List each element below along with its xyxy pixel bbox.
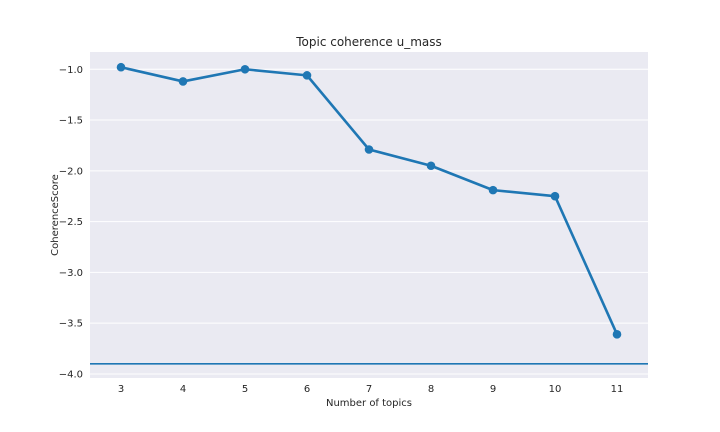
data-point (550, 191, 560, 201)
y-tick-label: −3.5 (59, 319, 83, 330)
x-tick-label: 8 (428, 384, 434, 395)
y-tick-label: −1.5 (59, 116, 83, 127)
x-tick-label: 6 (304, 384, 310, 395)
x-axis-label: Number of topics (326, 398, 412, 409)
data-point (612, 330, 622, 339)
data-point (426, 161, 436, 171)
data-point (488, 185, 498, 195)
y-tick-label: −1.0 (59, 65, 83, 76)
data-points (116, 62, 622, 339)
y-tick-labels: −1.0 −1.5 −2.0 −2.5 −3.0 −3.5 −4.0 (59, 65, 83, 381)
data-point (364, 145, 374, 154)
data-point (178, 77, 188, 86)
y-tick-label: −2.0 (59, 166, 83, 177)
plot-area (90, 52, 648, 378)
x-tick-label: 9 (490, 384, 496, 395)
y-tick-label: −4.0 (59, 369, 83, 380)
grid-lines (90, 68, 648, 375)
y-tick-label: −2.5 (59, 217, 83, 228)
x-tick-label: 10 (549, 384, 562, 395)
data-point (116, 62, 126, 72)
x-tick-label: 4 (180, 384, 186, 395)
data-point (240, 64, 250, 74)
x-tick-labels: 3 4 5 6 7 8 9 10 11 (118, 384, 624, 395)
x-tick-label: 7 (366, 384, 372, 395)
x-tick-label: 11 (611, 384, 624, 395)
y-axis-label: CoherenceScore (50, 174, 61, 256)
x-tick-label: 3 (118, 384, 124, 395)
data-point (302, 71, 312, 80)
chart-title: Topic coherence u_mass (295, 35, 442, 49)
y-tick-label: −3.0 (59, 268, 83, 279)
x-tick-label: 5 (242, 384, 248, 395)
